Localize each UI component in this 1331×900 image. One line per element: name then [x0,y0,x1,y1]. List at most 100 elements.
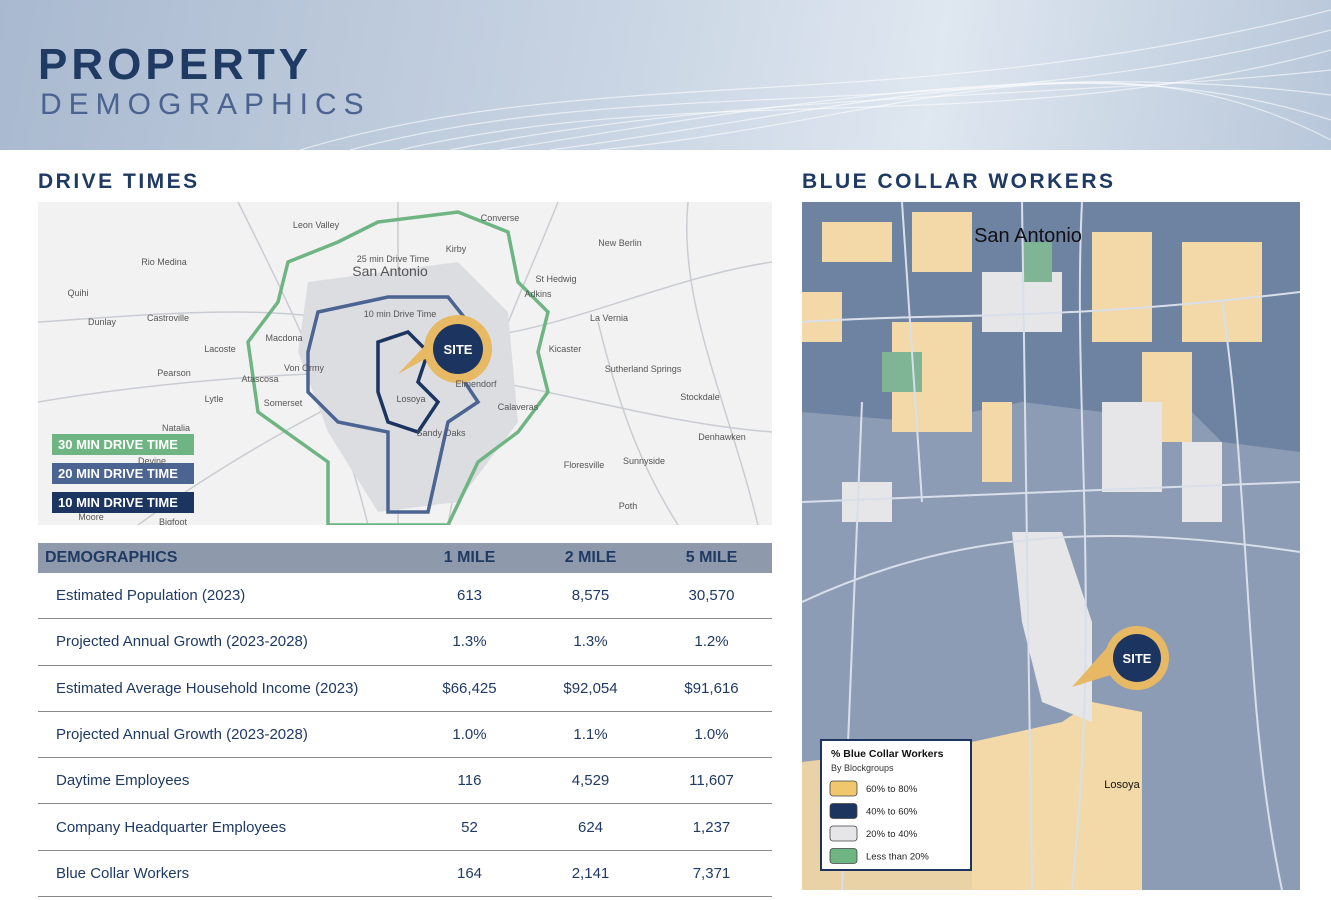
table-header: DEMOGRAPHICS 1 MILE 2 MILE 5 MILE [38,543,772,573]
legend-swatch [829,803,858,819]
header-banner: PROPERTY DEMOGRAPHICS [0,0,1331,150]
place-label: Atascosa [241,374,278,384]
legend-subtitle: By Blockgroups [831,763,894,773]
header-cell: 5 MILE [685,549,738,566]
table-cell: 164 [456,864,483,882]
table-cell: 52 [461,818,478,836]
place-label: Devine [138,456,166,466]
table-cell: 11,607 [689,772,734,790]
place-label: Floresville [564,460,605,470]
page-subtitle: DEMOGRAPHICS [40,88,371,121]
table-cell: $92,054 [563,679,618,697]
table-cell: 624 [577,818,604,836]
table-cell: Estimated Average Household Income (2023… [56,679,359,697]
legend-swatch [52,434,194,455]
table-cell: Projected Annual Growth (2023-2028) [56,726,308,744]
header-cell: 1 MILE [443,549,496,566]
legend-swatch [829,848,858,864]
table-row: Projected Annual Growth (2023-2028) 1.3% 1… [38,619,772,666]
legend-swatch [52,463,194,484]
place-label: Moore [78,512,104,522]
place-label: Sutherland Springs [605,364,682,374]
legend-swatch [829,780,858,797]
place-label: Von Ormy [284,363,325,373]
place-label: Losoya [1104,779,1140,791]
legend-label: 30 MIN DRIVE TIME [58,437,178,452]
table-cell: 1,237 [692,818,731,836]
place-label: Denhawken [698,432,746,442]
legend-label: 60% to 80% [866,784,918,795]
place-label: Somerset [264,398,303,408]
place-label: Dunlay [88,317,117,327]
place-label: Adkins [524,289,552,299]
section-title: DRIVE TIMES [38,170,200,193]
place-label: Bigfoot [159,517,188,525]
table-cell: 1.0% [694,726,729,744]
place-label: Natalia [162,423,190,433]
table-cell: 8,575 [571,587,610,605]
table-cell: 1.1% [573,726,608,744]
table-cell: 116 [457,772,482,790]
table-row: Estimated Population (2023) 613 8,575 30,57… [38,573,772,620]
table-cell: 4,529 [571,772,610,790]
place-label: 25 min Drive Time [357,254,430,264]
header-cell: 2 MILE [564,549,617,566]
place-label: Losoya [396,394,425,404]
legend-label: 40% to 60% [866,807,918,818]
place-label: New Berlin [598,238,642,248]
table-cell: $66,425 [442,679,497,697]
table-row: Blue Collar Workers 164 2,141 7,371 [38,851,772,898]
table-cell: Projected Annual Growth (2023-2028) [56,633,308,651]
place-label: Leon Valley [293,220,340,230]
place-label: Kicaster [549,344,582,354]
place-label: Elmendorf [455,379,497,389]
table-cell: 1.0% [452,726,487,744]
place-label: Lacoste [204,344,236,354]
place-label: Sunnyside [623,456,665,466]
legend-label: 10 MIN DRIVE TIME [58,495,178,510]
place-label: San Antonio [974,225,1082,247]
page-title: PROPERTY [38,40,313,89]
legend-title: % Blue Collar Workers [831,748,944,760]
legend-swatch [829,825,858,842]
drive-times-map: SITE 30 MIN DRIVE TIME 20 MIN DRIVE TIME 1… [38,202,772,525]
place-label: La Vernia [590,313,628,323]
table-cell: Daytime Employees [56,772,190,790]
legend-swatch [52,492,194,513]
demographics-table: DEMOGRAPHICS 1 MILE 2 MILE 5 MILE Estimated … [38,543,772,898]
place-label: Kirby [446,244,467,254]
table-cell: 1.3% [573,633,608,651]
place-label: Calaveras [498,402,539,412]
site-label: SITE [444,342,473,357]
place-label: San Antonio [352,263,428,279]
legend-label: 20 MIN DRIVE TIME [58,466,178,481]
banner-lines [299,9,1331,150]
table-cell: $91,616 [684,679,739,697]
place-label: Converse [481,213,520,223]
table-cell: Company Headquarter Employees [56,818,287,836]
table-row: Company Headquarter Employees 52 624 1,237 [38,804,772,851]
table-cell: 1.3% [452,633,487,651]
place-label: 10 min Drive Time [364,309,437,319]
table-cell: 2,141 [571,864,610,882]
table-row: Daytime Employees 116 4,529 11,607 [38,758,772,805]
place-label: Poth [619,501,638,511]
place-label: Rio Medina [141,257,187,267]
table-cell: Blue Collar Workers [56,864,190,882]
blue-collar-map: SITE % Blue Collar Workers By Blockgroups… [802,202,1300,890]
place-label: Sandy Oaks [416,428,466,438]
place-label: Lytle [205,394,224,404]
section-title: BLUE COLLAR WORKERS [802,170,1116,193]
legend-label: Less than 20% [866,852,929,863]
table-cell: 7,371 [692,864,731,882]
table-row: Estimated Average Household Income (2023… [38,666,772,712]
legend-label: 20% to 40% [866,829,918,840]
place-label: St Hedwig [535,274,576,284]
place-label: Pearson [157,368,191,378]
place-label: Castroville [147,313,189,323]
header-cell: DEMOGRAPHICS [45,549,178,566]
table-cell: Estimated Population (2023) [56,587,246,605]
place-label: Quihi [67,288,88,298]
table-cell: 1.2% [694,633,729,651]
